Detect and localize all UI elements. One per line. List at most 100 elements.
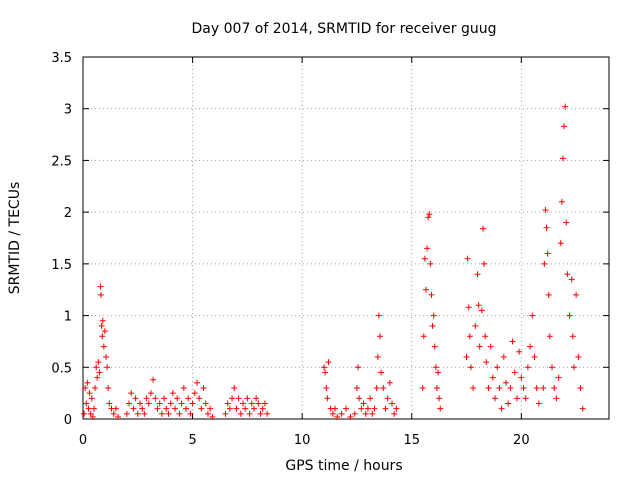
y-tick-label: 0.5 xyxy=(51,361,72,376)
data-point xyxy=(189,400,196,407)
data-point xyxy=(87,410,94,417)
data-point xyxy=(420,333,427,340)
data-point xyxy=(355,364,362,371)
data-point xyxy=(557,240,564,247)
x-axis-label: GPS time / hours xyxy=(285,458,402,474)
data-point xyxy=(338,410,345,417)
data-point xyxy=(386,379,393,386)
data-point xyxy=(196,395,203,402)
data-point xyxy=(426,211,433,218)
data-point xyxy=(93,364,100,371)
data-point xyxy=(516,348,523,355)
data-point xyxy=(84,379,91,386)
data-point xyxy=(577,384,584,391)
data-point xyxy=(224,400,231,407)
data-point xyxy=(207,405,214,412)
data-point xyxy=(152,395,159,402)
data-point xyxy=(511,369,518,376)
data-point xyxy=(559,155,566,162)
data-point xyxy=(126,400,133,407)
data-point xyxy=(500,353,507,360)
data-point xyxy=(425,214,432,221)
data-point xyxy=(130,405,137,412)
y-tick-label: 3 xyxy=(64,103,72,118)
data-point xyxy=(487,343,494,350)
data-point xyxy=(82,384,89,391)
data-point xyxy=(96,369,103,376)
data-point xyxy=(132,395,139,402)
x-tick-label: 0 xyxy=(79,433,87,448)
data-point xyxy=(371,405,378,412)
data-point xyxy=(106,400,113,407)
data-point xyxy=(529,312,536,319)
data-point xyxy=(198,405,205,412)
data-point xyxy=(545,291,552,298)
data-point xyxy=(507,384,514,391)
data-point xyxy=(553,395,560,402)
data-point xyxy=(246,410,253,417)
data-point xyxy=(103,353,110,360)
data-point xyxy=(334,413,341,420)
data-point xyxy=(431,343,438,350)
data-point xyxy=(558,198,565,205)
data-point xyxy=(322,369,329,376)
data-point xyxy=(264,410,271,417)
data-point xyxy=(136,400,143,407)
data-point xyxy=(374,353,381,360)
data-point xyxy=(424,245,431,252)
data-point xyxy=(174,395,181,402)
data-point xyxy=(139,405,146,412)
data-point xyxy=(324,395,331,402)
data-point xyxy=(428,291,435,298)
y-tick-label: 2.5 xyxy=(51,154,72,169)
data-point xyxy=(169,390,176,397)
y-tick-label: 3.5 xyxy=(51,51,72,66)
data-point xyxy=(343,405,349,412)
data-point xyxy=(481,260,488,267)
data-point xyxy=(193,379,200,386)
data-point xyxy=(167,400,174,407)
data-point xyxy=(382,405,389,412)
data-point xyxy=(347,413,354,420)
data-point xyxy=(154,405,161,412)
data-point xyxy=(533,384,540,391)
data-point xyxy=(483,359,490,366)
data-point xyxy=(378,369,385,376)
data-point xyxy=(470,384,477,391)
data-point xyxy=(540,384,547,391)
data-point xyxy=(391,410,398,417)
data-point xyxy=(464,255,471,262)
data-point xyxy=(98,322,105,329)
data-point xyxy=(180,384,187,391)
data-point xyxy=(229,395,236,402)
data-point xyxy=(158,410,165,417)
data-point xyxy=(520,384,527,391)
data-point xyxy=(563,219,570,226)
data-point xyxy=(172,405,179,412)
data-point xyxy=(421,255,428,262)
data-point xyxy=(543,224,550,231)
axis-ticks: 0 5 10 15 20 0 0.5 1 1.5 2 2.5 3 3.5 xyxy=(51,51,609,448)
data-point xyxy=(531,353,538,360)
data-point xyxy=(485,384,492,391)
chart-title: Day 007 of 2014, SRMTID for receiver guu… xyxy=(192,21,497,37)
data-point xyxy=(527,343,534,350)
data-point xyxy=(566,312,573,319)
data-point xyxy=(432,364,439,371)
x-tick-label: 15 xyxy=(403,433,420,448)
data-point xyxy=(255,400,262,407)
data-point xyxy=(202,400,209,407)
data-point xyxy=(351,410,358,417)
data-point xyxy=(478,307,485,314)
y-tick-label: 1 xyxy=(64,310,72,325)
data-point xyxy=(505,400,512,407)
data-point xyxy=(321,364,328,371)
data-point xyxy=(376,333,383,340)
data-point xyxy=(544,250,551,257)
data-point xyxy=(422,286,429,293)
data-point xyxy=(373,384,380,391)
data-point xyxy=(555,374,562,381)
data-point xyxy=(233,405,240,412)
data-point xyxy=(248,400,255,407)
